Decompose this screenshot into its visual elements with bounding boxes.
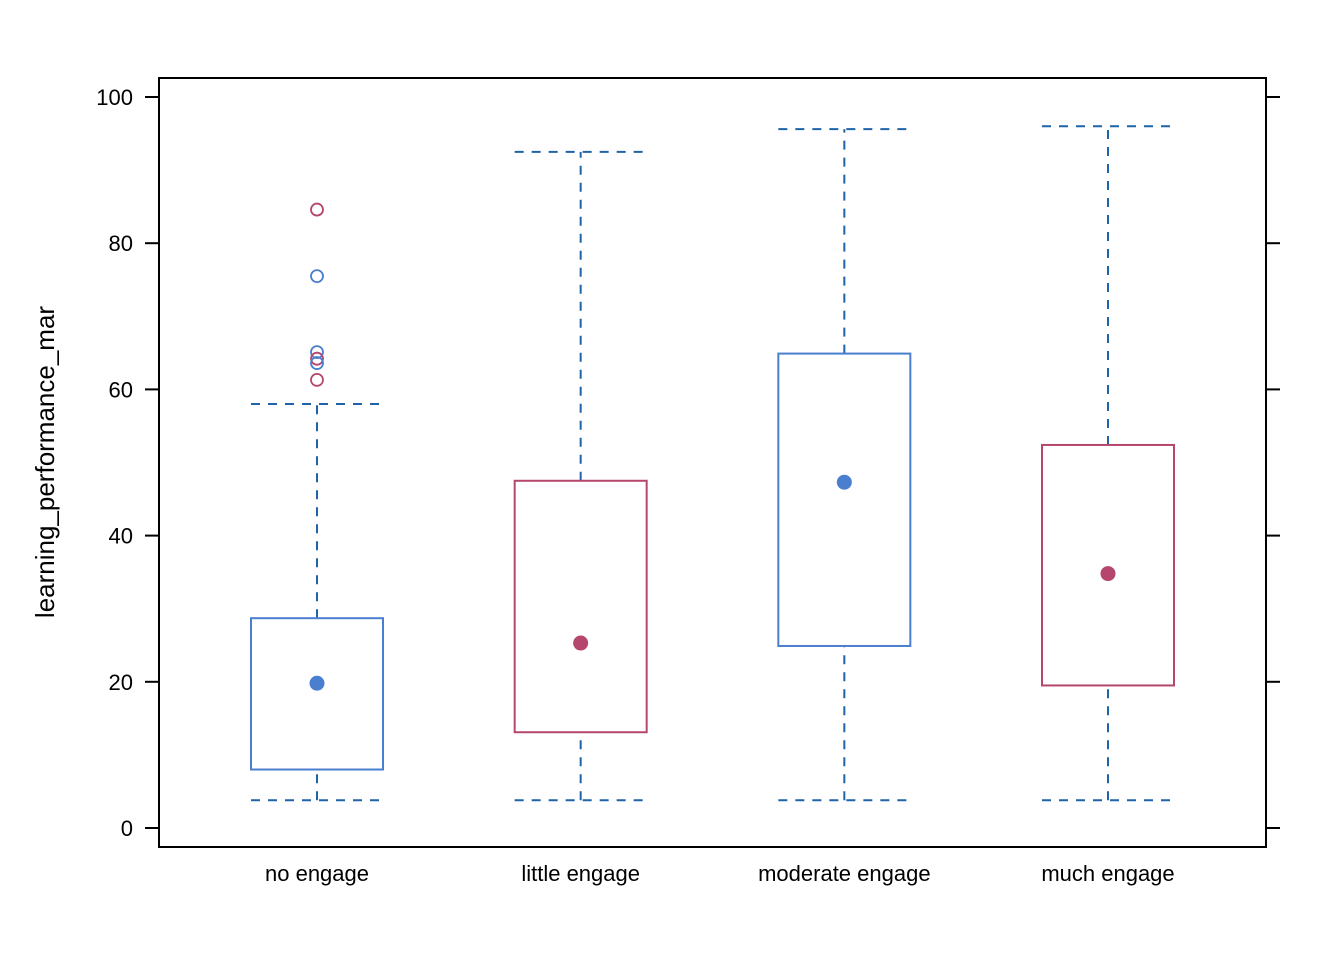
box-group xyxy=(777,128,912,802)
y-tick-label: 80 xyxy=(109,231,133,256)
box-group xyxy=(513,150,648,802)
y-tick-label: 40 xyxy=(109,524,133,549)
x-tick-label: much engage xyxy=(1041,861,1174,886)
y-tick-label: 100 xyxy=(96,85,133,110)
x-tick-label: no engage xyxy=(265,861,369,886)
box-iqr xyxy=(1041,443,1175,687)
box-iqr xyxy=(777,352,912,647)
box-group xyxy=(1041,125,1175,802)
outlier-point xyxy=(310,202,324,217)
y-tick-label: 60 xyxy=(109,377,133,402)
x-axis-labels: no engage little engage moderate engage muc… xyxy=(265,861,1175,886)
outlier-point xyxy=(310,351,324,366)
outlier-point xyxy=(310,372,324,387)
y-axis-ticks: 0 20 40 60 80 100 xyxy=(96,85,1280,841)
outlier-point xyxy=(310,356,324,370)
plot-frame xyxy=(158,77,1267,848)
y-tick-label: 0 xyxy=(121,816,133,841)
x-tick-label: little engage xyxy=(521,861,640,886)
median-point xyxy=(836,474,852,490)
y-tick-label: 20 xyxy=(109,670,133,695)
box-iqr xyxy=(250,617,384,771)
median-point xyxy=(573,635,589,651)
y-axis-label: learning_performance_mar xyxy=(30,306,60,619)
box-group xyxy=(250,202,384,802)
x-tick-label: moderate engage xyxy=(758,861,930,886)
box-iqr xyxy=(513,479,648,734)
outlier-point xyxy=(310,345,324,360)
median-point xyxy=(309,675,325,691)
median-point xyxy=(1100,566,1116,582)
outlier-point xyxy=(310,269,324,283)
box-series xyxy=(250,125,1175,802)
